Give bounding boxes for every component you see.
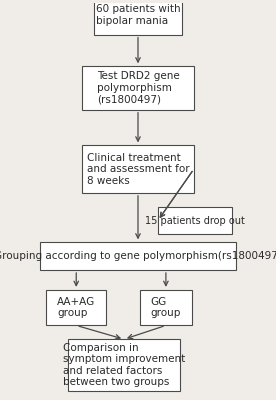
- Text: Clinical treatment
and assessment for
8 weeks: Clinical treatment and assessment for 8 …: [87, 152, 189, 186]
- Text: Grouping according to gene polymorphism(rs1800497): Grouping according to gene polymorphism(…: [0, 251, 276, 261]
- Text: 60 patients with
bipolar mania: 60 patients with bipolar mania: [96, 4, 180, 26]
- FancyBboxPatch shape: [46, 290, 106, 326]
- FancyBboxPatch shape: [82, 66, 194, 110]
- Text: Test DRD2 gene
polymorphism
(rs1800497): Test DRD2 gene polymorphism (rs1800497): [97, 72, 179, 105]
- FancyBboxPatch shape: [40, 242, 236, 270]
- FancyBboxPatch shape: [68, 339, 180, 391]
- FancyBboxPatch shape: [140, 290, 192, 326]
- Text: 15 patients drop out: 15 patients drop out: [145, 216, 245, 226]
- FancyBboxPatch shape: [94, 0, 182, 35]
- Text: GG
group: GG group: [151, 297, 181, 318]
- Text: Comparison in
symptom improvement
and related factors
between two groups: Comparison in symptom improvement and re…: [63, 342, 185, 387]
- FancyBboxPatch shape: [158, 207, 232, 234]
- FancyBboxPatch shape: [82, 145, 194, 193]
- Text: AA+AG
group: AA+AG group: [57, 297, 95, 318]
